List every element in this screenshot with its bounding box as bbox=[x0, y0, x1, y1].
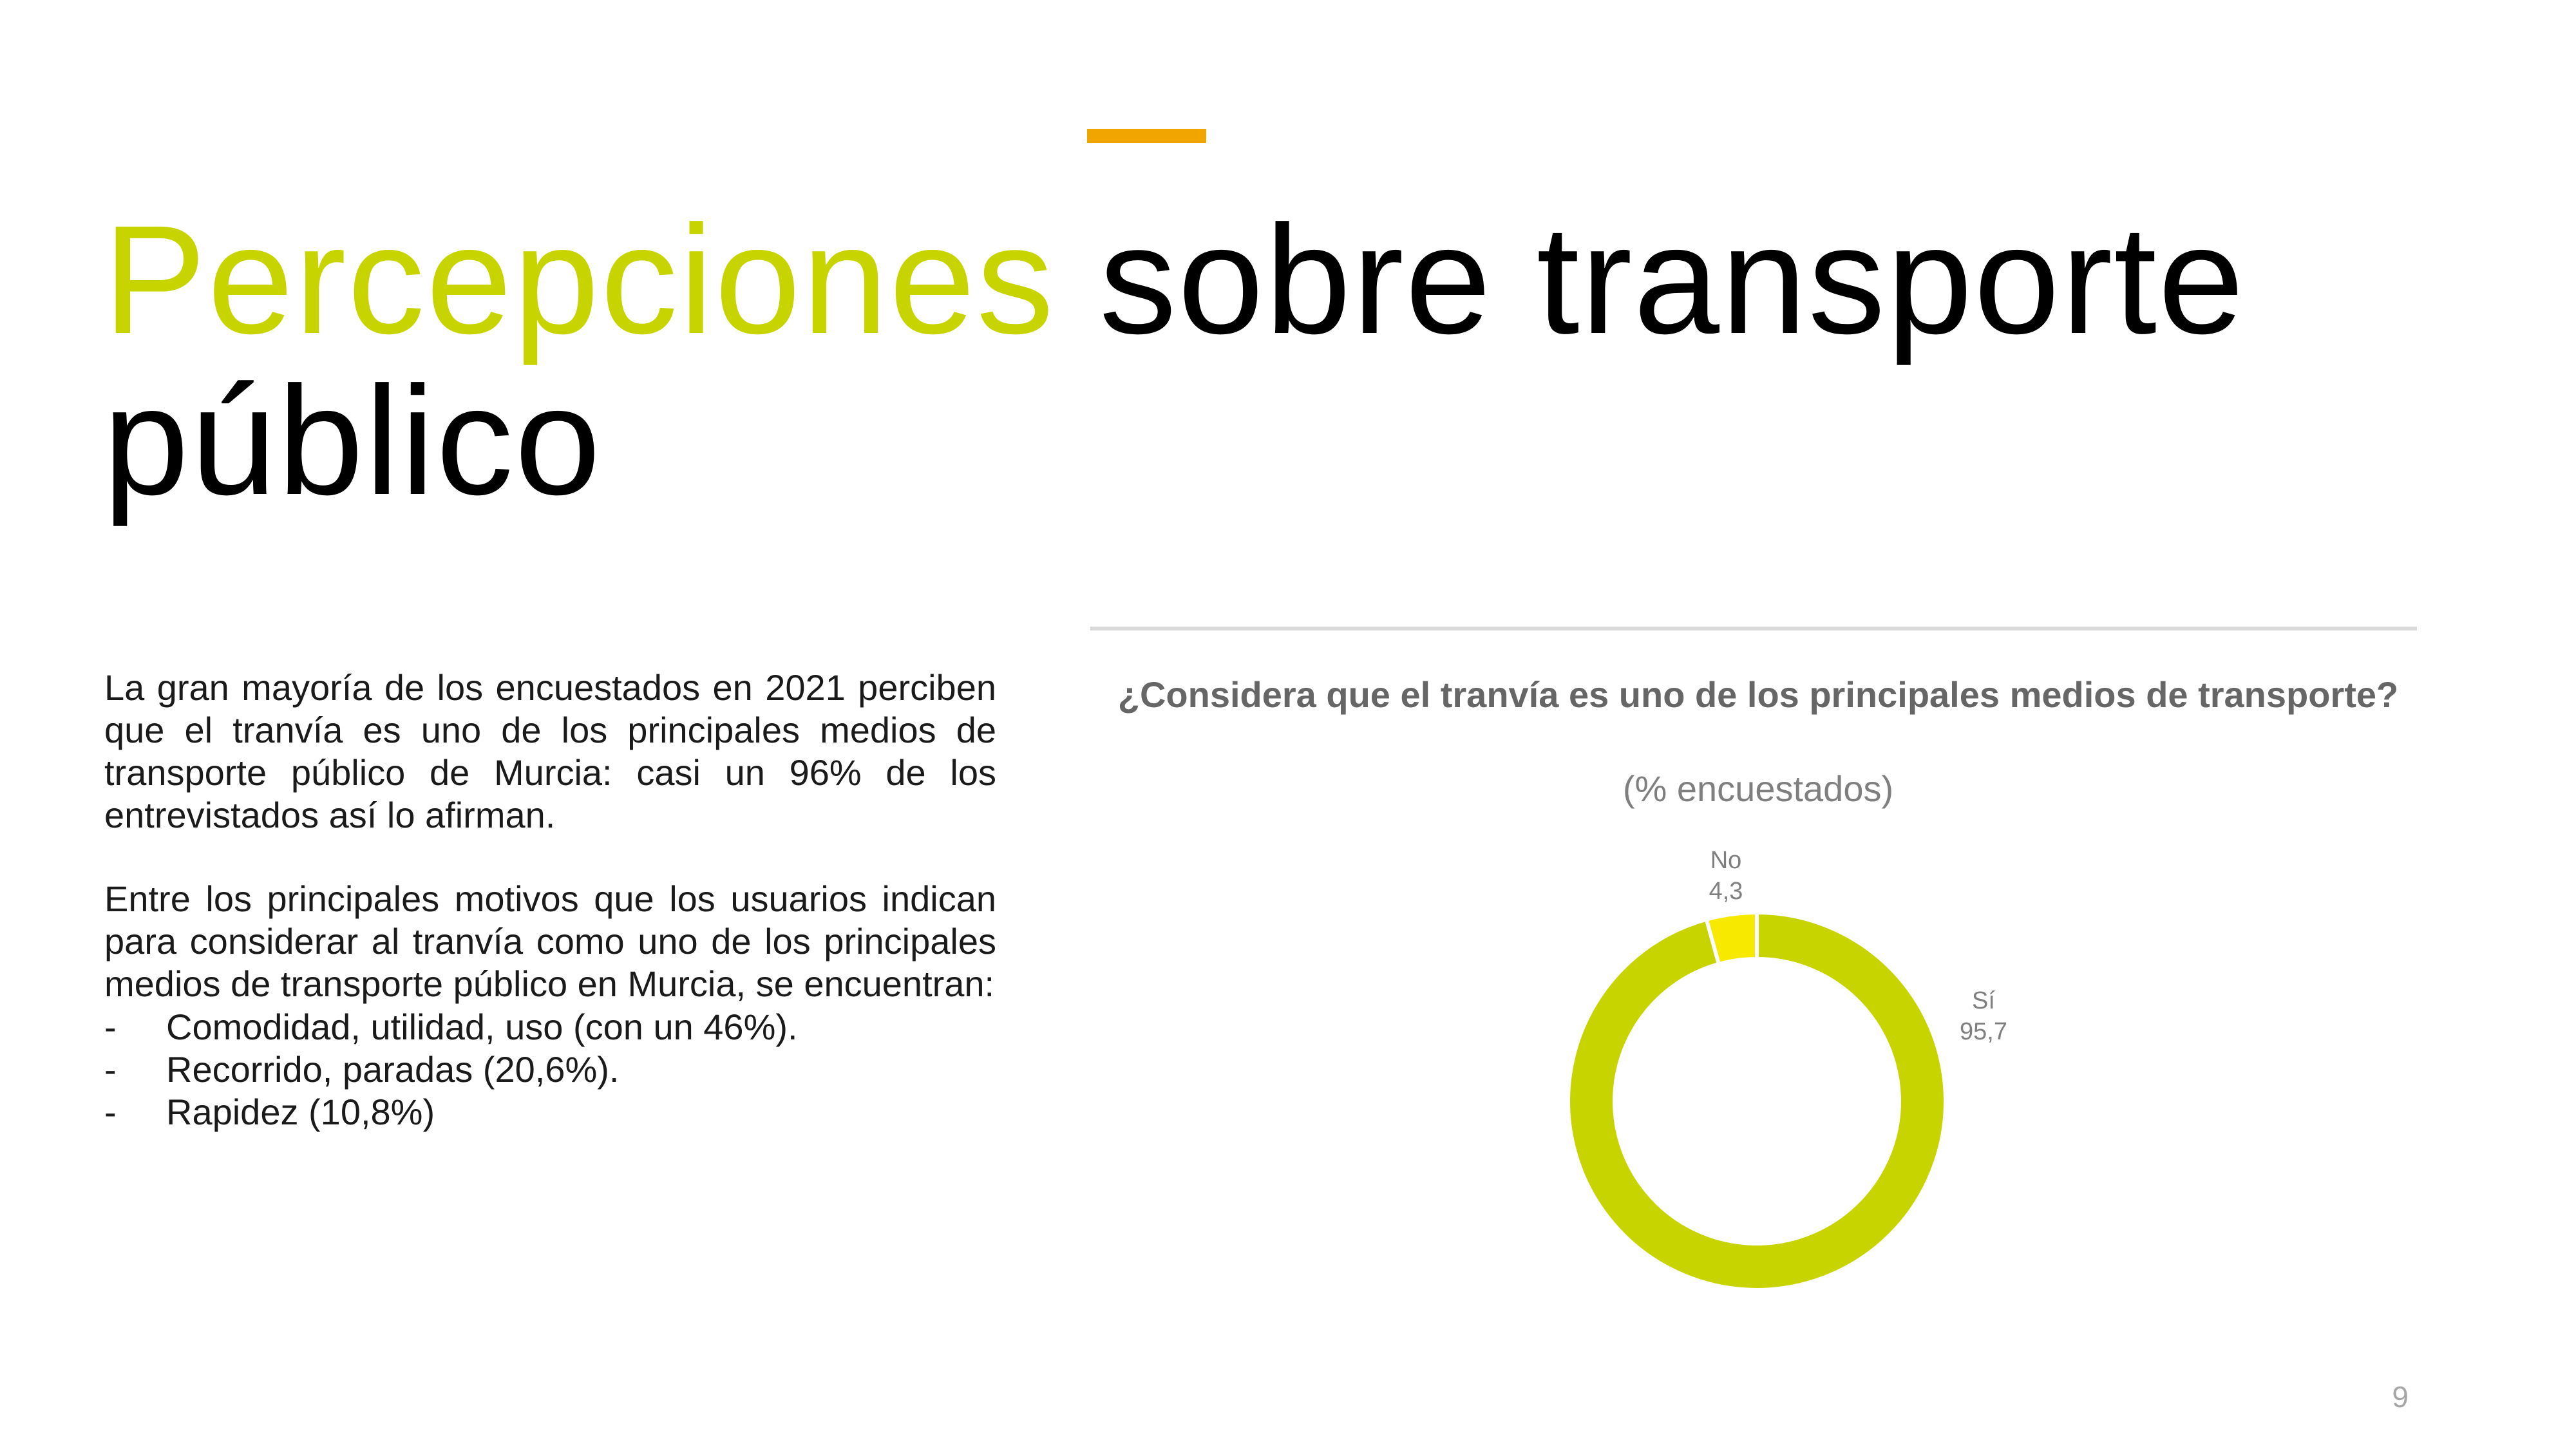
title-highlight: Percepciones bbox=[103, 193, 1056, 366]
title-rest: sobre transporte público bbox=[103, 193, 2246, 527]
slice-value-label: 95,7 bbox=[1960, 1018, 2007, 1045]
body-text: La gran mayoría de los encuestados en 20… bbox=[104, 667, 996, 1133]
donut-slice-si bbox=[1566, 910, 1947, 1292]
bullet-text: Recorrido, paradas (20,6%). bbox=[166, 1048, 620, 1090]
bullet-dash: - bbox=[104, 1048, 117, 1090]
slice-label: Sí bbox=[1972, 987, 1995, 1014]
list-item: - Recorrido, paradas (20,6%). bbox=[104, 1048, 996, 1091]
accent-bar bbox=[1087, 129, 1206, 143]
bullet-text: Comodidad, utilidad, uso (con un 46%). bbox=[166, 1006, 798, 1047]
slide-title: Percepciones sobre transporte público bbox=[103, 199, 2293, 521]
page-number: 9 bbox=[2392, 1380, 2409, 1414]
slice-label: No bbox=[1710, 847, 1742, 874]
chart-divider bbox=[1090, 627, 2417, 630]
list-item: - Comodidad, utilidad, uso (con un 46%). bbox=[104, 1006, 996, 1048]
bullet-dash: - bbox=[104, 1006, 117, 1047]
bullet-text: Rapidez (10,8%) bbox=[166, 1091, 435, 1132]
paragraph-2-text: Entre los principales motivos que los us… bbox=[104, 878, 996, 1005]
list-item: - Rapidez (10,8%) bbox=[104, 1091, 996, 1133]
reasons-list: - Comodidad, utilidad, uso (con un 46%). … bbox=[104, 1006, 996, 1133]
chart-subtitle: (% encuestados) bbox=[1622, 768, 1894, 809]
slice-value-label: 4,3 bbox=[1709, 878, 1743, 905]
donut-slice-no bbox=[1704, 910, 1759, 967]
chart-title: ¿Considera que el tranvía es uno de los … bbox=[1117, 674, 2399, 715]
paragraph-1: La gran mayoría de los encuestados en 20… bbox=[104, 667, 996, 836]
paragraph-2: Entre los principales motivos que los us… bbox=[104, 878, 996, 1005]
bullet-dash: - bbox=[104, 1091, 117, 1132]
